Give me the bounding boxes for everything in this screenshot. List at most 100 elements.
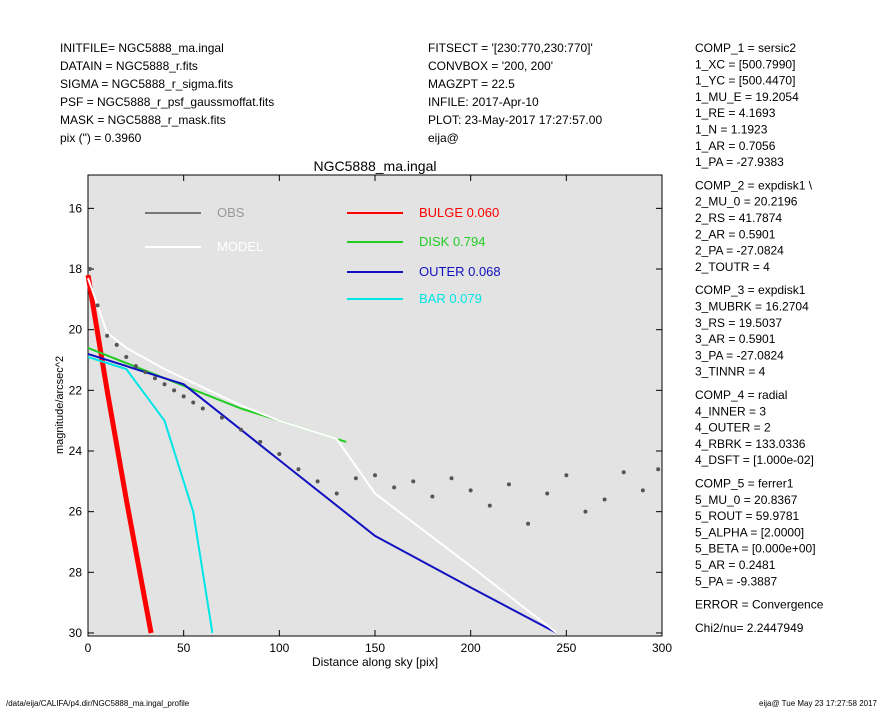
component-line: COMP_5 = ferrer1 bbox=[695, 477, 794, 491]
data-point bbox=[545, 491, 550, 496]
legend-label: OUTER 0.068 bbox=[419, 264, 501, 279]
data-point bbox=[181, 394, 186, 399]
data-point bbox=[105, 333, 110, 338]
component-line: 1_MU_E = 19.2054 bbox=[695, 90, 799, 104]
data-point bbox=[133, 364, 138, 369]
data-line bbox=[87, 356, 214, 634]
y-tick-label: 24 bbox=[69, 444, 83, 458]
component-line: 1_N = 1.1923 bbox=[695, 123, 768, 137]
component-line: 3_AR = 0.5901 bbox=[695, 332, 776, 346]
component-line: ERROR = Convergence bbox=[695, 598, 824, 612]
x-tick-label: 0 bbox=[85, 641, 92, 655]
legend-label: OBS bbox=[217, 205, 245, 220]
header-line: MAGZPT = 22.5 bbox=[428, 77, 515, 91]
data-point bbox=[258, 439, 263, 444]
data-point bbox=[430, 494, 435, 499]
data-point bbox=[392, 485, 397, 490]
component-line: 2_RS = 41.7874 bbox=[695, 211, 782, 225]
legend-label: DISK 0.794 bbox=[419, 234, 486, 249]
data-point bbox=[315, 479, 320, 484]
data-point bbox=[124, 354, 129, 359]
component-line: 2_AR = 0.5901 bbox=[695, 227, 776, 241]
x-axis-label: Distance along sky [pix] bbox=[312, 655, 438, 669]
x-tick-label: 150 bbox=[365, 641, 385, 655]
y-tick-label: 30 bbox=[69, 626, 83, 640]
header-line: INFILE: 2017-Apr-10 bbox=[428, 95, 539, 109]
header-line: pix (") = 0.3960 bbox=[60, 131, 142, 145]
component-line: 5_ALPHA = [2.0000] bbox=[695, 525, 804, 539]
component-line: 4_OUTER = 2 bbox=[695, 421, 771, 435]
data-point bbox=[239, 427, 244, 432]
x-tick-label: 200 bbox=[461, 641, 481, 655]
component-line: 1_RE = 4.1693 bbox=[695, 106, 776, 120]
component-line: 3_PA = -27.0824 bbox=[695, 348, 784, 362]
data-point bbox=[640, 488, 645, 493]
data-point bbox=[449, 476, 454, 481]
data-point bbox=[583, 509, 588, 514]
data-point bbox=[526, 521, 531, 526]
header-line: PLOT: 23-May-2017 17:27:57.00 bbox=[428, 113, 602, 127]
data-point bbox=[468, 488, 473, 493]
chart-title: NGC5888_ma.ingal bbox=[314, 158, 437, 174]
header-line: DATAIN = NGC5888_r.fits bbox=[60, 59, 198, 73]
data-point bbox=[87, 267, 92, 272]
component-line: 1_AR = 0.7056 bbox=[695, 139, 776, 153]
header-line: FITSECT = '[230:770,230:770]' bbox=[428, 41, 593, 55]
header-line: SIGMA = NGC5888_r_sigma.fits bbox=[60, 77, 233, 91]
data-point bbox=[621, 470, 626, 475]
data-point bbox=[411, 479, 416, 484]
component-line: 1_XC = [500.7990] bbox=[695, 57, 795, 71]
y-tick-label: 26 bbox=[69, 505, 83, 519]
component-line: COMP_4 = radial bbox=[695, 388, 787, 402]
data-point bbox=[334, 491, 339, 496]
component-line: COMP_2 = expdisk1 \ bbox=[695, 178, 813, 192]
header-line: INITFILE= NGC5888_ma.ingal bbox=[60, 41, 224, 55]
component-line: 3_MUBRK = 16.2704 bbox=[695, 300, 809, 314]
component-line: 5_PA = -9.3887 bbox=[695, 574, 778, 588]
footer-path: /data/eija/CALIFA/p4.dir/NGC5888_ma.inga… bbox=[6, 699, 190, 708]
data-point bbox=[162, 382, 167, 387]
component-line: 4_DSFT = [1.000e-02] bbox=[695, 453, 814, 467]
y-tick-label: 18 bbox=[69, 262, 83, 276]
y-tick-label: 20 bbox=[69, 323, 83, 337]
component-line: 1_YC = [500.4470] bbox=[695, 74, 795, 88]
x-tick-label: 300 bbox=[652, 641, 672, 655]
data-point bbox=[602, 497, 607, 502]
component-line: 3_TINNR = 4 bbox=[695, 365, 766, 379]
data-point bbox=[114, 342, 119, 347]
data-point bbox=[143, 370, 148, 375]
y-tick-label: 22 bbox=[69, 383, 83, 397]
legend-label: BAR 0.079 bbox=[419, 291, 482, 306]
header-line: eija@ bbox=[428, 131, 459, 145]
data-line bbox=[87, 352, 558, 634]
header-line: PSF = NGC5888_r_psf_gaussmoffat.fits bbox=[60, 95, 274, 109]
component-line: 3_RS = 19.5037 bbox=[695, 316, 782, 330]
y-axis-label: magnitude/arcsec^2 bbox=[54, 356, 66, 454]
component-line: 4_RBRK = 133.0336 bbox=[695, 437, 806, 451]
component-line: 2_PA = -27.0824 bbox=[695, 244, 784, 258]
legend-label: MODEL bbox=[217, 239, 263, 254]
header-line: MASK = NGC5888_r_mask.fits bbox=[60, 113, 226, 127]
component-line: 2_TOUTR = 4 bbox=[695, 260, 770, 274]
y-tick-label: 28 bbox=[69, 565, 83, 579]
x-tick-label: 50 bbox=[177, 641, 191, 655]
x-tick-label: 100 bbox=[269, 641, 289, 655]
data-point bbox=[95, 303, 100, 308]
legend-label: BULGE 0.060 bbox=[419, 205, 499, 220]
component-line: COMP_3 = expdisk1 bbox=[695, 283, 806, 297]
data-point bbox=[219, 415, 224, 420]
header-line: CONVBOX = '200, 200' bbox=[428, 59, 553, 73]
component-line: COMP_1 = sersic2 bbox=[695, 41, 796, 55]
component-line: 5_MU_0 = 20.8367 bbox=[695, 493, 798, 507]
component-line: 4_INNER = 3 bbox=[695, 404, 766, 418]
data-point bbox=[200, 406, 205, 411]
data-point bbox=[487, 503, 492, 508]
data-point bbox=[656, 467, 661, 472]
data-line bbox=[87, 277, 558, 634]
data-point bbox=[172, 388, 177, 393]
data-point bbox=[277, 452, 282, 457]
y-tick-label: 16 bbox=[69, 201, 83, 215]
data-point bbox=[564, 473, 569, 478]
data-point bbox=[296, 467, 301, 472]
